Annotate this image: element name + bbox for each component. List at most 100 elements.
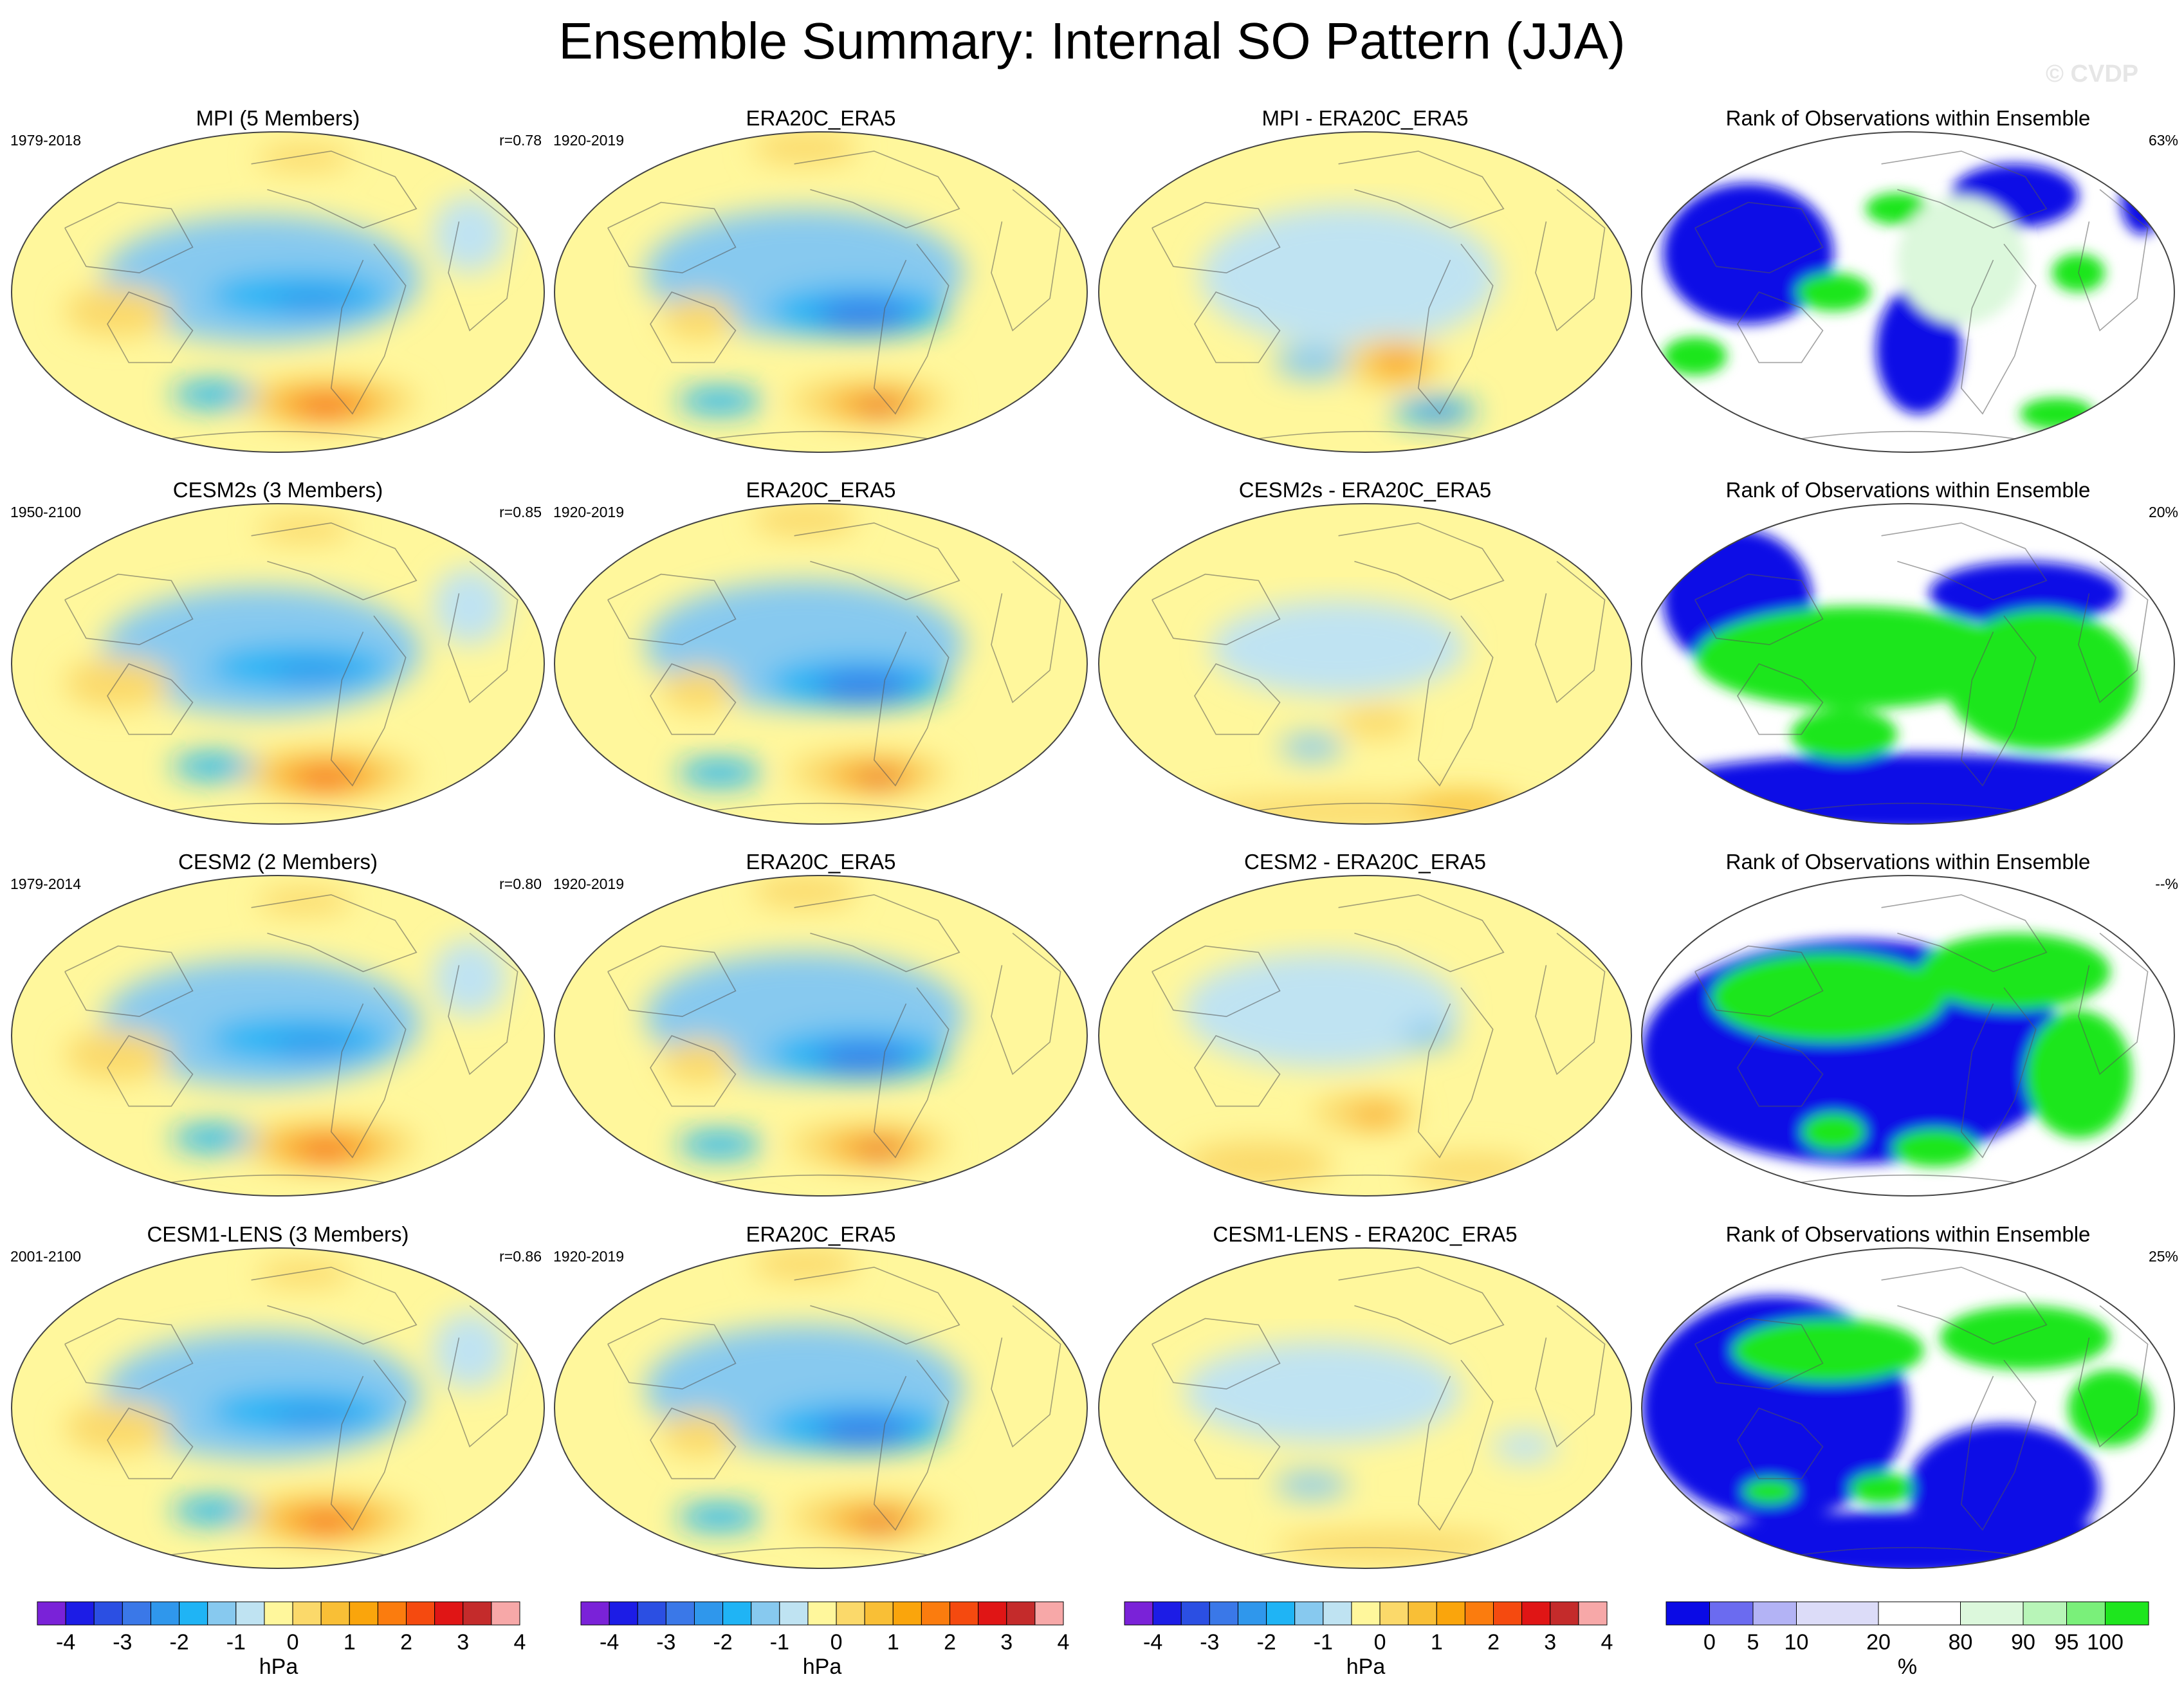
slp-colorbar-2: -4 -3 -2 -1 0 1 2 3 4 hPa [580, 1601, 1070, 1679]
cvdp-watermark: © CVDP [2046, 60, 2139, 87]
colorbar-tick-label: 3 [1000, 1630, 1013, 1655]
colorbar-swatch [179, 1601, 208, 1626]
field-patch [1929, 561, 2122, 626]
field-patch [815, 1416, 912, 1445]
field-patch [1274, 346, 1350, 379]
obs-map-r4 [554, 1247, 1088, 1569]
colorbar-tick-label: -2 [169, 1630, 188, 1655]
colorbar-swatch [434, 1601, 464, 1626]
colorbar-swatch [864, 1601, 894, 1626]
colorbar-swatch [637, 1601, 666, 1626]
year-range-label: 1920-2019 [553, 1248, 624, 1265]
field-patch [1492, 1430, 1557, 1463]
model-panel-title: CESM1-LENS (3 Members) [147, 1222, 408, 1246]
colorbar-unit-label: hPa [1346, 1655, 1386, 1679]
rank-map-r3 [1641, 875, 2175, 1197]
rank-panel-title: Rank of Observations within Ensemble [1726, 106, 2091, 130]
rank-panel-title: Rank of Observations within Ensemble [1726, 1222, 2091, 1246]
rank-map-r4 [1641, 1247, 2175, 1569]
coastline-outlines [1694, 1267, 2149, 1559]
colorbar-swatch [1379, 1601, 1409, 1626]
coastline-outlines [1152, 894, 1606, 1187]
colorbar-swatch [1550, 1601, 1579, 1626]
colorbar-tick-label: 4 [1058, 1630, 1070, 1655]
field-patch [1402, 1023, 1456, 1049]
field-patch [1892, 1128, 1978, 1168]
field-patch [1796, 273, 1871, 311]
colorbar-swatch [1351, 1601, 1381, 1626]
field-patch [661, 1038, 736, 1084]
rank-panel-title: Rank of Observations within Ensemble [1726, 478, 2091, 502]
colorbar-tick-label: 4 [1601, 1630, 1613, 1655]
coastline-outlines [1694, 151, 2149, 443]
model-map-r3 [11, 875, 545, 1197]
field-patch [171, 753, 257, 780]
colorbar-swatch [150, 1601, 180, 1626]
coastline-outlines [1152, 522, 1606, 815]
colorbar-swatch [1878, 1601, 1961, 1626]
model-map-r1 [11, 131, 545, 453]
colorbar-tick-label: -3 [656, 1630, 675, 1655]
field-patch [296, 399, 356, 416]
year-range-label: 1920-2019 [553, 504, 624, 520]
field-patch [677, 760, 762, 786]
field-patch [256, 516, 353, 542]
field-patch [1642, 753, 2174, 824]
colorbar-tick-label: 80 [1949, 1630, 1973, 1655]
colorbar-swatch [693, 1601, 724, 1626]
colorbar-tick-label: 4 [514, 1630, 526, 1655]
colorbar-swatch [292, 1601, 322, 1626]
colorbar-swatch [1752, 1601, 1797, 1626]
field-patch [1694, 606, 2015, 709]
year-range-label: 1920-2019 [553, 876, 624, 892]
colorbar-swatch [1464, 1601, 1494, 1626]
colorbar-swatch [807, 1601, 837, 1626]
colorbar-swatch [1294, 1601, 1324, 1626]
field-patch [815, 672, 912, 701]
diff-map-r3 [1098, 875, 1632, 1197]
field-patch [751, 132, 858, 164]
colorbar-swatch [978, 1601, 1007, 1626]
year-range-label: 1979-2014 [10, 876, 81, 892]
field-patch [1184, 1341, 1462, 1444]
field-patch [1801, 1112, 1866, 1151]
colorbar-tick-label: -2 [713, 1630, 732, 1655]
colorbar-tick-label: 2 [1487, 1630, 1500, 1655]
colorbar-unit-label: hPa [259, 1655, 298, 1679]
colorbar-swatch [320, 1601, 350, 1626]
field-patch [1790, 708, 1898, 760]
year-range-label: 1979-2018 [10, 132, 81, 149]
field-patch [1184, 952, 1462, 1068]
year-range-label: 1950-2100 [10, 504, 81, 520]
field-patch [2068, 1370, 2153, 1447]
coastline-outlines [607, 1267, 1061, 1559]
field-patch [1210, 600, 1467, 696]
field-patch [751, 504, 858, 536]
colorbar-tick-label: 20 [1866, 1630, 1891, 1655]
obs-panel-title: ERA20C_ERA5 [746, 1222, 896, 1246]
colorbar-unit-label: hPa [803, 1655, 842, 1679]
field-patch [1897, 196, 2026, 324]
model-panel-title: CESM2 (2 Members) [178, 850, 378, 874]
field-patch [256, 888, 353, 914]
colorbar-swatch [921, 1601, 951, 1626]
diff-panel-title: CESM2s - ERA20C_ERA5 [1239, 478, 1491, 502]
diff-map-r2 [1098, 503, 1632, 825]
colorbar-tick-label: -1 [226, 1630, 246, 1655]
colorbar-swatch [892, 1601, 922, 1626]
field-patch [2025, 1010, 2132, 1139]
field-patch [1408, 1154, 1536, 1187]
colorbar-tick-label: 95 [2055, 1630, 2079, 1655]
model-map-r4 [11, 1247, 545, 1569]
slp-colorbar-3: -4 -3 -2 -1 0 1 2 3 4 hPa [1124, 1601, 1613, 1679]
field-patch [1694, 1510, 2122, 1568]
rank-percent-label: --% [2155, 876, 2178, 892]
colorbar-swatch [1436, 1601, 1465, 1626]
coastline-outlines [1152, 1267, 1606, 1559]
colorbar-swatch [1323, 1601, 1352, 1626]
field-patch [1918, 933, 2111, 1011]
rank-percent-label: 20% [2149, 504, 2178, 520]
diff-panel-title: CESM1-LENS - ERA20C_ERA5 [1213, 1222, 1517, 1246]
colorbar-swatch [2023, 1601, 2067, 1626]
model-panel-title: CESM2s (3 Members) [173, 478, 383, 502]
